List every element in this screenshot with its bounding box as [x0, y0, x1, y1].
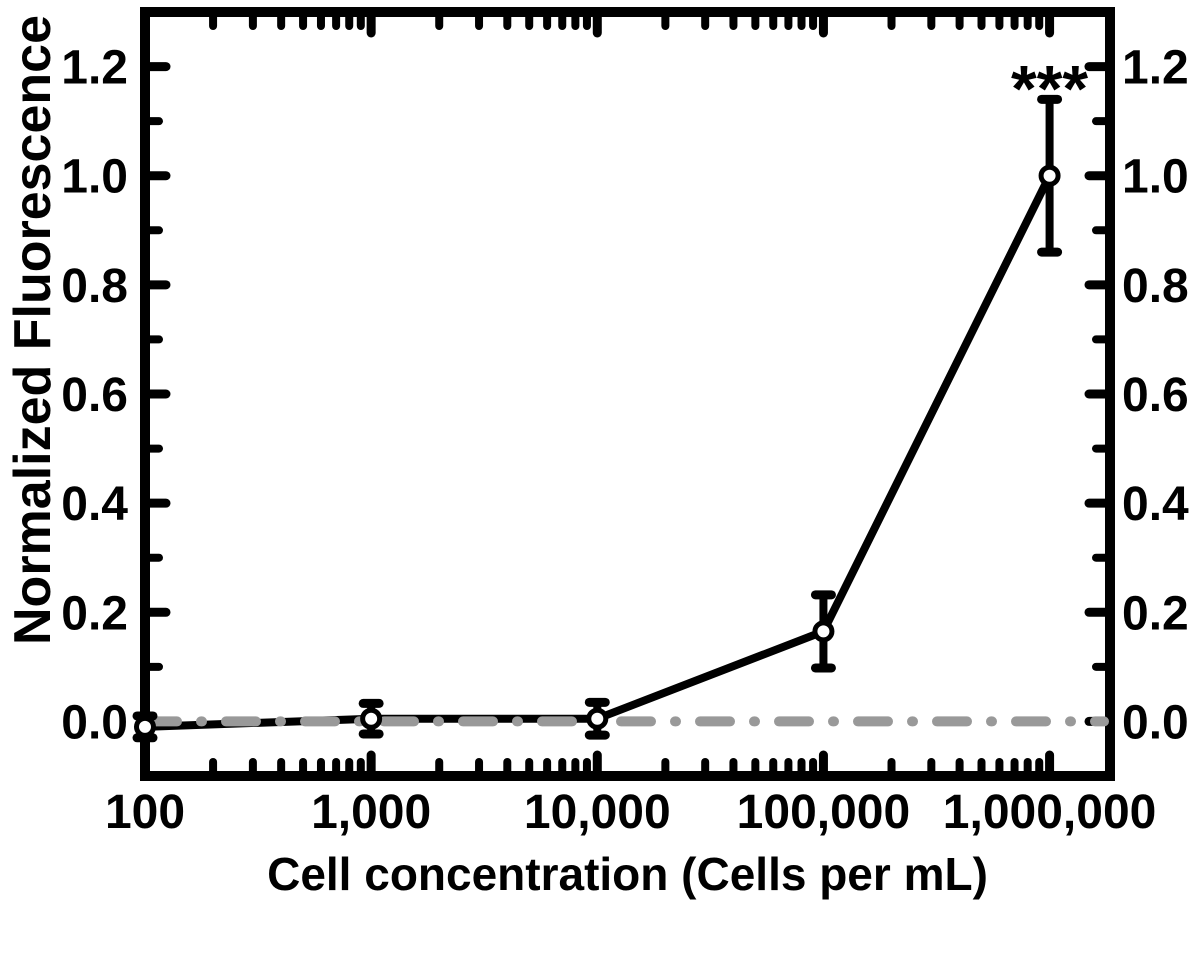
data-line — [144, 173, 1054, 731]
y-axis-tick-label-right: 0.6 — [1122, 369, 1189, 422]
data-point-marker — [134, 715, 156, 738]
data-point-marker — [1038, 164, 1061, 187]
y-axis-title: Normalized Fluorescence — [4, 15, 62, 645]
y-axis-tick-label-right: 1.2 — [1122, 42, 1189, 95]
y-axis-tick-label-left: 1.0 — [61, 151, 128, 204]
y-axis-tick-label-left: 0.8 — [61, 260, 128, 313]
y-axis-tick-label-left: 0.2 — [61, 587, 128, 640]
x-axis-title: Cell concentration (Cells per mL) — [267, 848, 988, 900]
data-point-marker — [812, 620, 835, 643]
y-axis-tick-label-right: 0.4 — [1122, 478, 1189, 531]
significance-annotation: *** — [1011, 51, 1088, 125]
y-axis-tick-label-right: 0.8 — [1122, 260, 1189, 313]
x-axis-tick-label: 10,000 — [524, 786, 671, 839]
plot-border — [140, 7, 1115, 781]
y-axis-tick-label-right: 0.0 — [1122, 696, 1189, 749]
y-axis-tick-label-left: 0.0 — [61, 696, 128, 749]
data-point-marker — [360, 707, 383, 730]
y-axis-tick-label-left: 0.6 — [61, 369, 128, 422]
y-axis-tick-label-left: 0.4 — [61, 478, 128, 531]
y-axis-tick-label-right: 0.2 — [1122, 587, 1189, 640]
y-axis-tick-label-right: 1.0 — [1122, 151, 1189, 204]
x-axis-tick-label: 1,000 — [311, 786, 431, 839]
x-axis-tick-label: 100,000 — [737, 786, 911, 839]
data-point-marker — [586, 707, 609, 730]
y-axis-tick-label-left: 1.2 — [61, 42, 128, 95]
x-axis-tick-label: 1,000,000 — [943, 786, 1157, 839]
x-axis-tick-label: 100 — [105, 786, 185, 839]
